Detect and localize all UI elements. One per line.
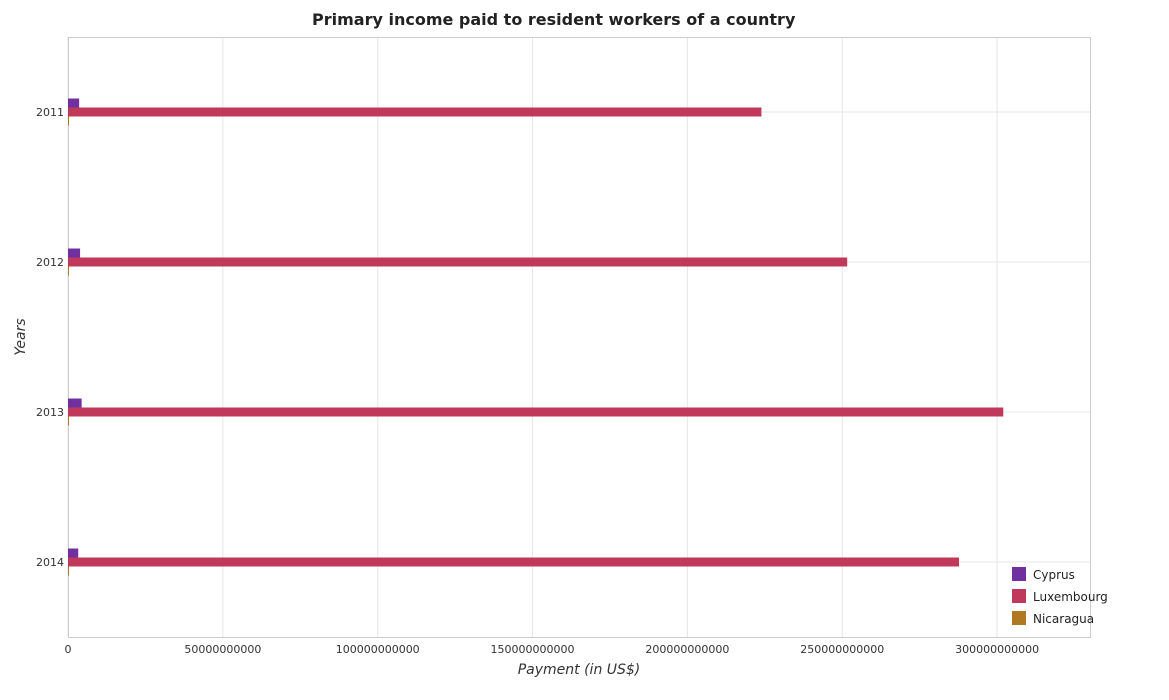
legend-swatch: [1012, 589, 1026, 603]
y-tick-label: 2014: [36, 556, 64, 569]
x-tick-label: 50000000000: [184, 643, 261, 656]
bars: [68, 98, 1004, 576]
x-tick-label: 0: [65, 643, 72, 656]
y-tick-label: 2013: [36, 406, 64, 419]
bar-luxembourg: [68, 407, 1004, 417]
bar-nicaragua: [68, 266, 69, 276]
legend: Cyprus Luxembourg Nicaragua: [1012, 567, 1108, 626]
legend-swatch: [1012, 567, 1026, 581]
x-tick-label: 300000000000: [955, 643, 1039, 656]
x-axis-label: Payment (in US$): [518, 662, 641, 678]
bar-cyprus: [68, 98, 80, 108]
bar-luxembourg: [68, 257, 848, 267]
y-tick-label: 2012: [36, 256, 64, 269]
bar-nicaragua: [68, 566, 69, 576]
legend-label: Cyprus: [1033, 568, 1075, 582]
legend-swatch: [1012, 611, 1026, 625]
bar-cyprus: [68, 548, 79, 558]
bar-cyprus: [68, 398, 82, 408]
bar-cyprus: [68, 248, 81, 258]
bar-luxembourg: [68, 557, 959, 567]
x-tick-label: 150000000000: [491, 643, 575, 656]
x-tick-label: 100000000000: [336, 643, 420, 656]
ticks: 0 50000000000 100000000000 150000000000 2000…: [36, 106, 1039, 656]
x-tick-label: 200000000000: [645, 643, 729, 656]
bar-nicaragua: [68, 416, 69, 426]
x-tick-label: 250000000000: [800, 643, 884, 656]
y-axis-label: Years: [13, 318, 29, 355]
chart-title: Primary income paid to resident workers …: [312, 10, 796, 29]
legend-label: Luxembourg: [1033, 590, 1108, 604]
legend-label: Nicaragua: [1033, 612, 1094, 626]
plot-area-border: [68, 37, 1091, 638]
bar-nicaragua: [68, 116, 69, 126]
bar-luxembourg: [68, 107, 762, 117]
y-tick-label: 2011: [36, 106, 64, 119]
grid: [67, 37, 1090, 637]
